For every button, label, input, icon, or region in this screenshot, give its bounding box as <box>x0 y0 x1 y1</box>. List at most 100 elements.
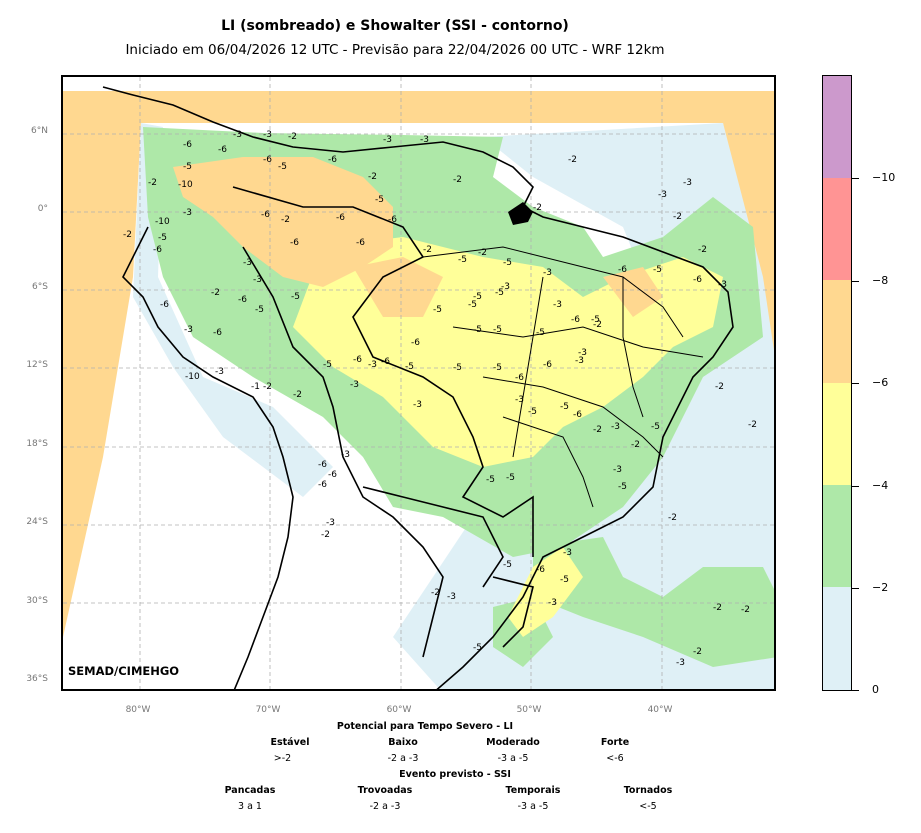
state-lines-2 <box>452 326 704 358</box>
lat-label: 6°N <box>31 126 48 136</box>
contour-label: -6 <box>328 155 337 165</box>
ssi-legend-title: Evento previsto - SSI <box>399 769 511 780</box>
contour-label: -3 <box>350 380 359 390</box>
lat-label: 24°S <box>26 517 48 527</box>
lat-label: 18°S <box>26 439 48 449</box>
contour-label: -6 <box>536 565 545 575</box>
contour-label: -5 <box>651 422 660 432</box>
map-canvas: -3 -3 -2 -3 -3 -6 -6 -6 -6 -2 -5 -5 -2 -… <box>63 77 774 689</box>
orange-region-peru <box>353 257 443 317</box>
credit-label: SEMAD/CIMEHGO <box>68 664 180 678</box>
colorbar-label: −6 <box>872 376 889 389</box>
contour-label: -2 <box>741 605 750 615</box>
forecast-map: -3 -3 -2 -3 -3 -6 -6 -6 -6 -2 -5 -5 -2 -… <box>61 75 776 691</box>
lat-label: 12°S <box>26 360 48 370</box>
contour-label: -3 <box>548 598 557 608</box>
contour-label: -5 <box>278 162 287 172</box>
contour-label: -10 <box>178 180 193 190</box>
contour-label: -5 <box>591 315 600 325</box>
lat-label: 30°S <box>26 596 48 606</box>
contour-label: -3 <box>215 367 224 377</box>
lon-label: 50°W <box>516 705 542 715</box>
colorbar-tick <box>852 383 859 384</box>
contour-label: -2 <box>211 288 220 298</box>
lon-label: 60°W <box>386 705 412 715</box>
contour-label: -3 <box>368 360 377 370</box>
contour-label: -5 <box>503 258 512 268</box>
contour-label: -3 <box>383 135 392 145</box>
contour-label: -5 <box>453 363 462 373</box>
contour-label: -6 <box>618 265 627 275</box>
colorbar-label: 0 <box>872 683 879 696</box>
li-class-range: -2 a -3 <box>387 753 419 764</box>
south-america-coastline <box>102 86 734 689</box>
li-class-range: -3 a -5 <box>497 753 529 764</box>
li-class-range: >-2 <box>273 753 292 764</box>
contour-label: -2 <box>288 132 297 142</box>
contour-label: -6 <box>318 480 327 490</box>
li-class-name: Forte <box>600 737 630 748</box>
borders <box>102 86 734 689</box>
contour-label: -6 <box>571 315 580 325</box>
contour-label: -2 <box>423 245 432 255</box>
contour-label: -5 <box>528 407 537 417</box>
lon-label: 70°W <box>255 705 281 715</box>
contour-label: -3 <box>658 190 667 200</box>
contour-label: -5 <box>560 575 569 585</box>
contour-label: -5 <box>495 288 504 298</box>
contour-labels: -3 -3 -2 -3 -3 -6 -6 -6 -6 -2 -5 -5 -2 -… <box>123 130 757 668</box>
contour-label: -3 <box>253 275 262 285</box>
colorbar-segment-light-blue <box>823 587 851 690</box>
ssi-class-name: Temporais <box>505 785 561 796</box>
contour-label: -5 <box>183 162 192 172</box>
contour-label: -6 <box>261 210 270 220</box>
contour-label: -6 <box>381 357 390 367</box>
contour-label: -5 <box>473 643 482 653</box>
contour-label: -5 <box>493 325 502 335</box>
contour-label: -5 <box>486 475 495 485</box>
contour-label: -2 <box>693 647 702 657</box>
state-lines-1 <box>422 246 684 338</box>
colorbar-label: −2 <box>872 581 889 594</box>
contour-label: -3 <box>543 268 552 278</box>
contour-label: -3 <box>184 325 193 335</box>
contour-label: -5 <box>468 300 477 310</box>
contour-label: -6 <box>153 245 162 255</box>
contour-label: -5 <box>473 325 482 335</box>
domain-edge-top <box>63 91 774 123</box>
contour-label: -3 <box>578 348 587 358</box>
colorbar-segment-red <box>823 178 851 280</box>
colorbar-segment-yellow <box>823 383 851 485</box>
contour-label: -3 <box>563 548 572 558</box>
li-class-name: Estável <box>270 737 310 748</box>
shading-layer <box>63 91 774 689</box>
contour-label: -2 <box>533 203 542 213</box>
contour-label: -3 <box>233 130 242 140</box>
lat-label: 0° <box>37 204 48 214</box>
contour-label: -6 <box>353 355 362 365</box>
contour-label: -6 <box>515 373 524 383</box>
contour-label: -3 <box>183 208 192 218</box>
contour-label: -2 <box>631 440 640 450</box>
map-title: LI (sombreado) e Showalter (SSI - contor… <box>221 18 569 34</box>
contour-label: -3 <box>676 658 685 668</box>
colorbar-label: −10 <box>872 171 896 184</box>
contour-label: -5 <box>323 360 332 370</box>
contour-label: -3 <box>613 465 622 475</box>
lon-label: 40°W <box>647 705 673 715</box>
contour-label: -6 <box>573 410 582 420</box>
orange-region-colombia <box>173 157 393 287</box>
contour-label: -5 <box>473 292 482 302</box>
contour-label: -5 <box>506 473 515 483</box>
li-class-range: <-6 <box>606 753 624 764</box>
contour-label: -2 <box>453 175 462 185</box>
contour-label: -2 <box>293 390 302 400</box>
ssi-class-range: -3 a -5 <box>517 801 549 812</box>
contour-label: -6 <box>318 460 327 470</box>
contour-label: -3 <box>575 356 584 366</box>
contour-label: -3 <box>420 135 429 145</box>
contour-label: -6 <box>336 213 345 223</box>
contour-label: -6 <box>218 145 227 155</box>
contour-label: -6 <box>290 238 299 248</box>
contour-label: -2 <box>321 530 330 540</box>
